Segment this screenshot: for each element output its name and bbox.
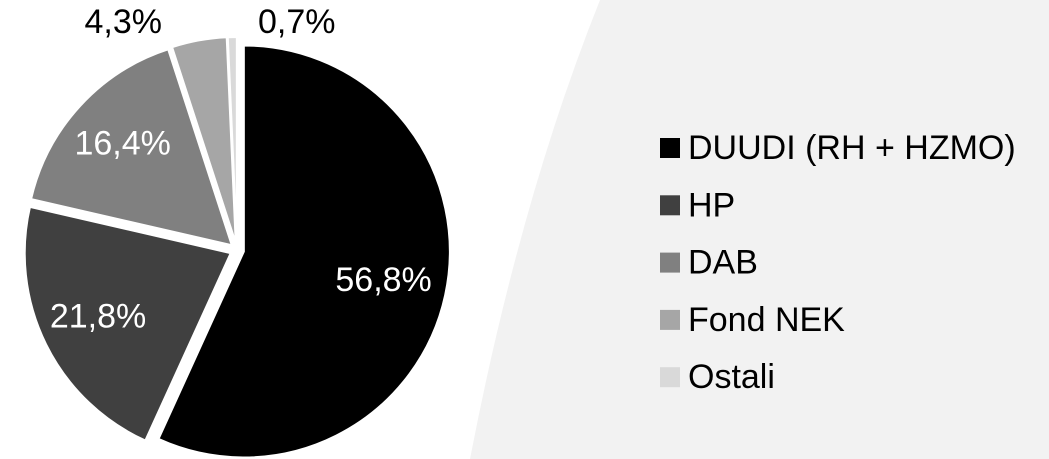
- legend-label: DUUDI (RH + HZMO): [688, 129, 1016, 167]
- pie-slice: [170, 36, 237, 244]
- data-label: 21,8%: [50, 298, 146, 336]
- legend-swatch: [660, 195, 680, 216]
- pie-slice: [23, 205, 233, 442]
- legend-label: HP: [688, 186, 735, 224]
- legend-swatch: [660, 309, 680, 330]
- legend-swatch: [660, 367, 680, 388]
- legend-swatch: [660, 252, 680, 273]
- pie-slice: [29, 48, 234, 247]
- legend-label: Fond NEK: [688, 301, 845, 339]
- legend-label: DAB: [688, 244, 758, 282]
- legend-swatch: [660, 138, 680, 158]
- pie-slice: [157, 44, 451, 459]
- data-label: 16,4%: [74, 124, 170, 162]
- data-label: 56,8%: [335, 261, 431, 299]
- data-label: 4,3%: [85, 3, 163, 41]
- pie-slice: [226, 36, 238, 244]
- legend-panel: [470, 0, 1049, 459]
- legend-label: Ostali: [688, 358, 775, 396]
- data-label: 0,7%: [258, 3, 336, 41]
